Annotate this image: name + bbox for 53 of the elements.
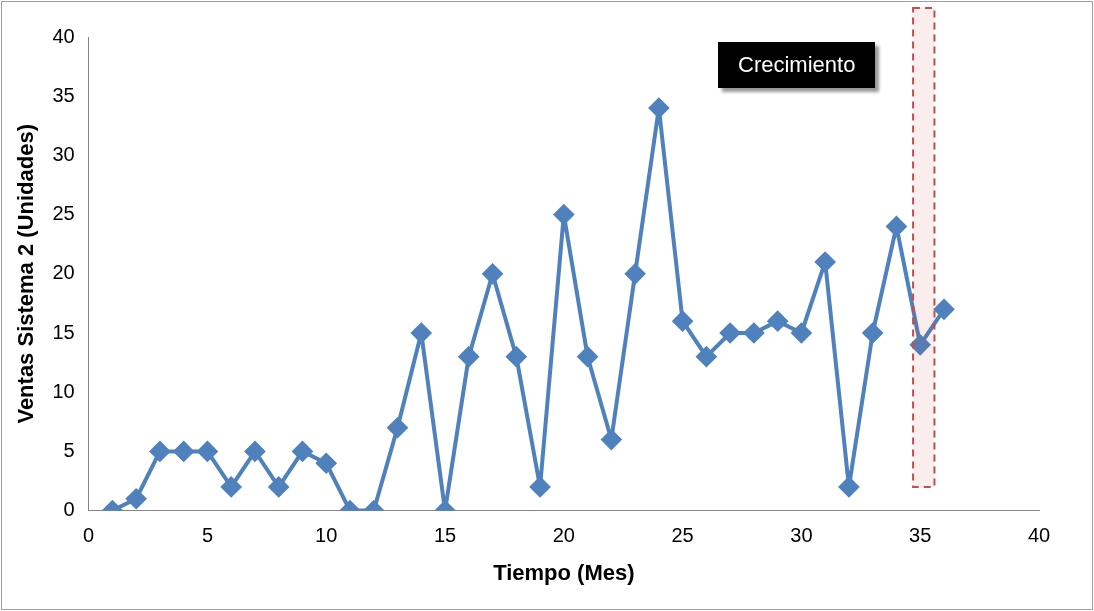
point	[862, 323, 883, 343]
point	[625, 263, 646, 284]
y-tick-label: 35	[52, 83, 75, 106]
point	[482, 263, 503, 284]
y-tick-label: 15	[52, 320, 75, 343]
point	[838, 476, 859, 497]
point	[577, 346, 598, 367]
point	[411, 323, 432, 343]
y-axis-title: Ventas Sistema 2 (Unidades)	[13, 124, 39, 424]
point	[720, 323, 741, 343]
point	[268, 476, 289, 497]
point	[197, 441, 218, 462]
point	[316, 453, 337, 474]
x-tick-label: 25	[671, 524, 694, 547]
x-tick-label: 15	[433, 524, 457, 547]
point	[815, 251, 836, 272]
point	[530, 476, 551, 497]
x-tick-label: 40	[1027, 524, 1051, 547]
point	[886, 216, 907, 237]
point	[553, 204, 574, 225]
y-tick-label: 10	[52, 379, 75, 402]
x-axis-title: Tiempo (Mes)	[493, 559, 635, 585]
point	[458, 346, 479, 367]
point	[767, 311, 788, 332]
x-tick-label: 20	[552, 524, 575, 547]
point	[933, 299, 954, 320]
point	[126, 488, 147, 509]
point	[696, 346, 717, 367]
point	[292, 441, 313, 462]
point	[221, 476, 242, 497]
point	[601, 429, 622, 450]
x-tick-label: 5	[201, 524, 213, 547]
point	[791, 323, 812, 343]
annotation: Crecimiento	[718, 42, 876, 88]
y-tick-label: 0	[63, 498, 75, 521]
point	[910, 334, 931, 355]
point	[149, 441, 170, 462]
y-tick-label: 5	[63, 438, 75, 461]
point	[244, 441, 265, 462]
x-tick-label: 0	[83, 524, 95, 547]
point	[387, 417, 408, 438]
point	[743, 323, 764, 343]
x-tick-label: 35	[909, 524, 932, 547]
x-tick-label: 10	[315, 524, 338, 547]
point	[672, 311, 693, 332]
x-tick-label: 30	[790, 524, 813, 547]
point	[506, 346, 527, 367]
y-tick-label: 20	[52, 261, 75, 284]
point	[648, 98, 669, 119]
y-tick-label: 25	[52, 202, 75, 225]
y-tick-label: 30	[52, 142, 75, 165]
point	[173, 441, 194, 462]
y-tick-label: 40	[52, 24, 75, 47]
